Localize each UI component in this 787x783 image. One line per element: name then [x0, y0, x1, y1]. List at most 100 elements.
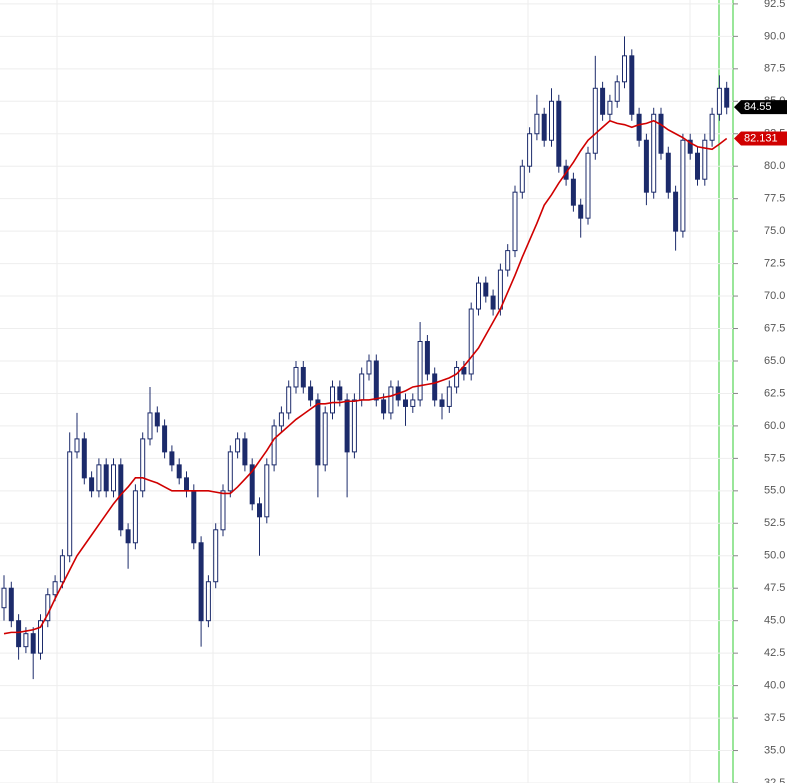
- price-tag: [734, 100, 787, 115]
- candle-body: [59, 555, 65, 583]
- candle-body: [643, 139, 649, 193]
- candle-body: [716, 87, 722, 115]
- candle-body: [527, 133, 533, 167]
- candle-body: [497, 269, 503, 310]
- y-tick-label: 67.5: [764, 322, 785, 334]
- candle-body: [184, 477, 189, 492]
- candle-body: [52, 581, 58, 596]
- y-tick-label: 90.0: [764, 30, 785, 42]
- candle-body: [709, 113, 715, 141]
- candle-body: [257, 503, 262, 518]
- y-tick-label: 55.0: [764, 485, 785, 497]
- candle-body: [432, 373, 438, 401]
- candle-body: [198, 542, 204, 622]
- candle-body: [125, 529, 131, 544]
- candle-body: [81, 438, 87, 479]
- candle-body: [300, 366, 306, 388]
- candle-body: [665, 152, 671, 193]
- candle-body: [658, 113, 664, 154]
- candle-body: [154, 412, 160, 427]
- candle-body: [541, 113, 547, 141]
- candle-body: [417, 341, 423, 401]
- candle-body: [461, 366, 467, 375]
- candle-body: [607, 100, 613, 115]
- price-label: 82.131: [744, 132, 778, 144]
- candle-body: [271, 425, 277, 466]
- candle-body: [67, 451, 73, 557]
- candle-body: [505, 250, 511, 271]
- candle-body: [549, 100, 554, 141]
- candle-body: [476, 282, 481, 310]
- candle-body: [330, 386, 335, 414]
- candle-body: [439, 399, 445, 407]
- candle-body: [702, 139, 708, 180]
- candle-body: [322, 412, 328, 466]
- candle-body: [337, 386, 343, 401]
- candle-body: [235, 438, 241, 453]
- candle-body: [103, 464, 109, 492]
- candle-body: [140, 438, 146, 492]
- y-tick-label: 65.0: [764, 355, 785, 367]
- y-tick-label: 35.0: [764, 744, 785, 756]
- candle-body: [213, 529, 219, 583]
- y-tick-label: 80.0: [764, 160, 785, 172]
- candle-body: [30, 633, 36, 654]
- candle-body: [519, 165, 525, 193]
- candle-body: [38, 620, 43, 654]
- candle-body: [724, 87, 730, 108]
- candle-body: [592, 87, 598, 154]
- candle-body: [205, 581, 211, 622]
- candle-body: [8, 587, 14, 622]
- candle-body: [191, 490, 197, 544]
- candle-body: [446, 386, 452, 407]
- candle-body: [403, 399, 408, 407]
- y-tick-label: 60.0: [764, 420, 785, 432]
- y-tick-label: 87.5: [764, 63, 785, 75]
- candle-body: [74, 438, 80, 453]
- moving-average: [3, 119, 728, 635]
- candle-body: [308, 386, 314, 401]
- y-tick-label: 50.0: [764, 550, 785, 562]
- candle-body: [410, 399, 416, 407]
- candle-body: [490, 295, 496, 310]
- y-tick-label: 40.0: [764, 680, 785, 692]
- candle-body: [16, 620, 22, 648]
- candle-body: [468, 308, 474, 375]
- y-tick-label: 75.0: [764, 225, 785, 237]
- y-tick-label: 45.0: [764, 615, 785, 627]
- v-grid: [56, 0, 691, 783]
- candle-body: [293, 366, 299, 388]
- candle-body: [96, 464, 102, 492]
- candle-body: [629, 55, 635, 115]
- candle-body: [687, 139, 693, 154]
- candle-body: [636, 113, 642, 141]
- candle-body: [366, 360, 372, 375]
- y-tick-label: 57.5: [764, 452, 785, 464]
- candle-body: [424, 341, 430, 375]
- candle-body: [89, 477, 95, 492]
- candle-body: [169, 451, 175, 466]
- candle-body: [534, 113, 540, 135]
- candle-body: [242, 438, 248, 466]
- y-tick-label: 92.5: [764, 0, 785, 10]
- candle-body: [570, 178, 576, 206]
- candle-body: [220, 490, 226, 531]
- candle-body: [578, 204, 584, 219]
- candle-body: [359, 373, 365, 401]
- candle-body: [585, 152, 591, 219]
- candle-body: [45, 594, 51, 622]
- y-tick-label: 62.5: [764, 387, 785, 399]
- candle-body: [315, 399, 321, 466]
- y-tick-label: 70.0: [764, 290, 785, 302]
- candle-body: [249, 464, 255, 505]
- candle-body: [147, 412, 153, 440]
- candle-body: [483, 282, 489, 297]
- candle-body: [111, 464, 116, 492]
- y-tick-label: 32.5: [764, 777, 785, 783]
- y-tick-label: 52.5: [764, 517, 785, 529]
- y-tick-label: 77.5: [764, 193, 785, 205]
- candle-body: [600, 87, 606, 115]
- candle-body: [278, 412, 284, 427]
